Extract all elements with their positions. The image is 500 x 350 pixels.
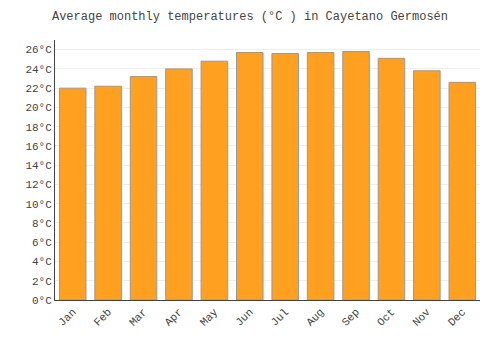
- svg-text:26°C: 26°C: [25, 44, 52, 56]
- svg-text:Feb: Feb: [92, 306, 114, 328]
- svg-text:10°C: 10°C: [25, 199, 52, 211]
- svg-text:Aug: Aug: [304, 306, 326, 328]
- svg-text:Apr: Apr: [162, 306, 184, 328]
- svg-text:2°C: 2°C: [32, 276, 52, 288]
- svg-text:Mar: Mar: [127, 306, 149, 328]
- svg-text:18°C: 18°C: [25, 122, 52, 134]
- svg-text:14°C: 14°C: [25, 160, 52, 172]
- svg-text:24°C: 24°C: [25, 64, 52, 76]
- svg-text:20°C: 20°C: [25, 102, 52, 114]
- svg-text:8°C: 8°C: [32, 218, 52, 230]
- svg-text:Average monthly temperatures (: Average monthly temperatures (°C ) in Ca…: [52, 10, 448, 24]
- svg-text:6°C: 6°C: [32, 237, 52, 249]
- svg-text:22°C: 22°C: [25, 83, 52, 95]
- svg-text:Jun: Jun: [233, 306, 255, 328]
- svg-text:Sep: Sep: [340, 306, 362, 328]
- svg-text:Nov: Nov: [410, 306, 433, 329]
- svg-text:Jul: Jul: [269, 306, 291, 328]
- svg-text:4°C: 4°C: [32, 256, 52, 268]
- svg-text:16°C: 16°C: [25, 141, 52, 153]
- svg-text:May: May: [198, 306, 221, 329]
- svg-text:0°C: 0°C: [32, 295, 52, 307]
- svg-text:Jan: Jan: [56, 306, 78, 328]
- svg-text:Dec: Dec: [446, 306, 468, 328]
- svg-text:12°C: 12°C: [25, 179, 52, 191]
- svg-text:Oct: Oct: [375, 306, 397, 328]
